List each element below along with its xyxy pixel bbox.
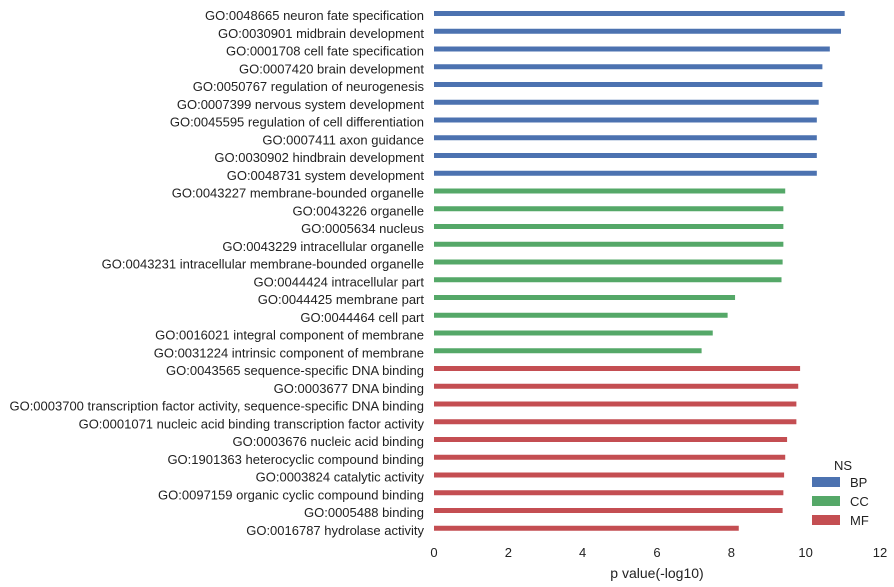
x-axis-ticks: 0 2 4 6 8 10 12 bbox=[430, 545, 887, 560]
x-tick-label: 4 bbox=[579, 545, 586, 560]
bar bbox=[434, 312, 728, 318]
category-label: GO:0043565 sequence-specific DNA binding bbox=[166, 363, 424, 378]
bar bbox=[434, 82, 823, 87]
category-label: GO:0030902 hindbrain development bbox=[214, 150, 424, 165]
category-label: GO:0044464 cell part bbox=[300, 310, 424, 325]
bar bbox=[434, 348, 702, 354]
bar bbox=[434, 330, 713, 336]
bar bbox=[434, 241, 784, 247]
bar bbox=[434, 419, 797, 425]
bar bbox=[434, 28, 841, 34]
category-label: GO:0003676 nucleic acid binding bbox=[232, 434, 424, 449]
category-label: GO:0007399 nervous system development bbox=[177, 97, 425, 112]
category-label: GO:0043231 intracellular membrane-bounde… bbox=[102, 257, 424, 272]
bar bbox=[434, 64, 823, 70]
bar bbox=[434, 525, 739, 531]
x-axis-title: p value(-log10) bbox=[610, 565, 703, 581]
category-label: GO:0001708 cell fate specification bbox=[226, 44, 424, 59]
bar bbox=[434, 472, 785, 478]
category-label: GO:0031224 intrinsic component of membra… bbox=[154, 345, 424, 360]
category-label: GO:0007420 brain development bbox=[239, 61, 424, 76]
bar bbox=[434, 135, 817, 141]
category-label: GO:0005488 binding bbox=[304, 505, 424, 520]
category-label: GO:0007411 axon guidance bbox=[262, 132, 424, 147]
legend-label: BP bbox=[850, 475, 867, 490]
legend-title: NS bbox=[834, 458, 852, 473]
bar bbox=[434, 224, 784, 229]
category-label: GO:0003824 catalytic activity bbox=[256, 470, 425, 485]
bar bbox=[434, 401, 797, 407]
bar bbox=[434, 490, 784, 496]
bars bbox=[434, 11, 845, 531]
legend-swatch bbox=[812, 477, 840, 487]
category-label: GO:0043229 intracellular organelle bbox=[222, 239, 424, 254]
category-label: GO:0005634 nucleus bbox=[301, 221, 424, 236]
category-label: GO:0016021 integral component of membran… bbox=[155, 328, 424, 343]
category-label: GO:0045595 regulation of cell differenti… bbox=[170, 115, 424, 130]
bar bbox=[434, 99, 819, 105]
x-tick-label: 10 bbox=[798, 545, 812, 560]
category-label: GO:0050767 regulation of neurogenesis bbox=[193, 79, 425, 94]
category-label: GO:0048731 system development bbox=[227, 168, 425, 183]
category-label: GO:1901363 heterocyclic compound binding bbox=[167, 452, 424, 467]
x-tick-label: 12 bbox=[873, 545, 887, 560]
x-tick-label: 8 bbox=[728, 545, 735, 560]
legend-label: CC bbox=[850, 494, 869, 509]
bar bbox=[434, 259, 783, 265]
category-label: GO:0003700 transcription factor activity… bbox=[9, 399, 424, 414]
legend-swatch bbox=[812, 496, 840, 506]
x-tick-label: 0 bbox=[430, 545, 437, 560]
category-labels: GO:0048665 neuron fate specification GO:0… bbox=[9, 8, 424, 538]
category-label: GO:0097159 organic cyclic compound bindi… bbox=[158, 487, 424, 502]
bar bbox=[434, 366, 801, 371]
legend-swatch bbox=[812, 515, 840, 525]
bar bbox=[434, 206, 784, 212]
x-tick-label: 6 bbox=[653, 545, 660, 560]
bar bbox=[434, 383, 799, 389]
category-label: GO:0048665 neuron fate specification bbox=[205, 8, 424, 23]
legend-label: MF bbox=[850, 513, 869, 528]
category-label: GO:0016787 hydrolase activity bbox=[246, 523, 424, 538]
bar bbox=[434, 11, 845, 16]
bar bbox=[434, 46, 830, 52]
category-label: GO:0043226 organelle bbox=[292, 203, 424, 218]
category-label: GO:0043227 membrane-bounded organelle bbox=[172, 186, 424, 201]
category-label: GO:0003677 DNA binding bbox=[274, 381, 424, 396]
bar bbox=[434, 117, 817, 123]
bar bbox=[434, 295, 736, 300]
bar bbox=[434, 188, 786, 194]
category-label: GO:0030901 midbrain development bbox=[218, 26, 424, 41]
legend: NS BP CC MF bbox=[812, 458, 869, 528]
bar bbox=[434, 454, 786, 460]
category-label: GO:0044425 membrane part bbox=[258, 292, 425, 307]
category-label: GO:0001071 nucleic acid binding transcri… bbox=[79, 416, 425, 431]
x-tick-label: 2 bbox=[505, 545, 512, 560]
bar bbox=[434, 170, 817, 176]
bar bbox=[434, 508, 783, 513]
bar bbox=[434, 437, 788, 442]
bar bbox=[434, 153, 817, 158]
bar bbox=[434, 277, 782, 283]
category-label: GO:0044424 intracellular part bbox=[253, 274, 424, 289]
